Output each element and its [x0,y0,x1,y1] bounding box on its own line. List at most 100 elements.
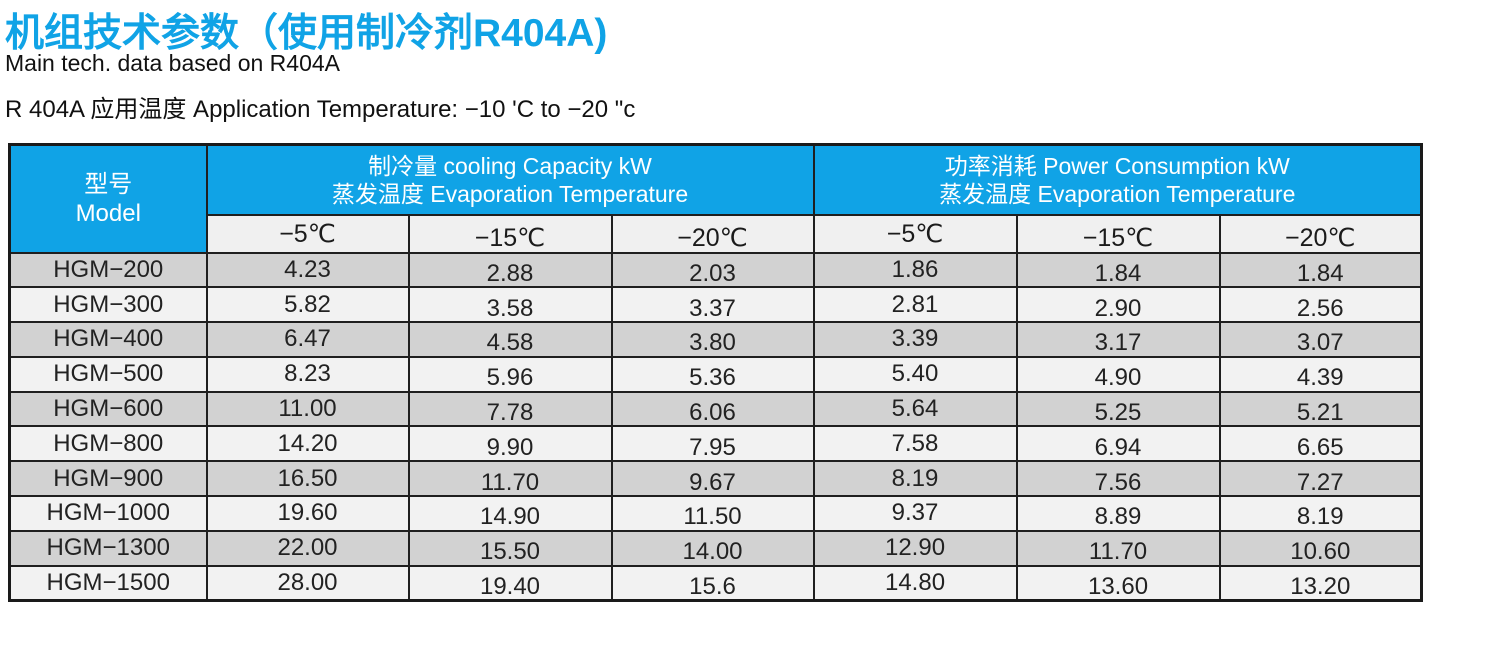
table-row: HGM−800 14.20 9.90 7.95 7.58 6.94 6.65 [8,425,1423,463]
value-cell: 11.70 [1015,529,1221,567]
cooling-capacity-group-header: 制冷量 cooling Capacity kW 蒸发温度 Evaporation… [205,143,815,216]
value-cell: 3.58 [407,286,613,324]
value-cell: 19.40 [407,564,613,602]
value-cell: 19.60 [205,495,410,532]
model-cell: HGM−1000 [8,495,208,532]
value-cell: 8.19 [812,460,1018,498]
value-cell: 5.64 [812,390,1018,428]
temp-col-header-power-minus15: −15℃ [1015,213,1221,254]
cooling-capacity-subtitle: 蒸发温度 Evaporation Temperature [331,180,689,207]
value-cell: 3.37 [610,286,815,324]
temp-col-header-cooling-minus20: −20℃ [610,213,815,254]
value-cell: 3.39 [812,321,1018,358]
value-cell: 16.50 [205,460,410,498]
value-cell: 6.06 [610,390,815,428]
value-cell: 1.86 [812,251,1018,289]
value-cell: 3.80 [610,321,815,358]
table-row: HGM−1500 28.00 19.40 15.6 14.80 13.60 13.20 [8,564,1423,602]
value-cell: 15.6 [610,564,815,602]
value-cell: 4.39 [1218,355,1423,393]
value-cell: 6.47 [205,321,410,358]
value-cell: 5.82 [205,286,410,324]
table-row: HGM−400 6.47 4.58 3.80 3.39 3.17 3.07 [8,321,1423,358]
value-cell: 7.58 [812,425,1018,463]
value-cell: 8.19 [1218,495,1423,532]
temperature-header-row: −5℃ −15℃ −20℃ −5℃ −15℃ −20℃ [10,213,1423,254]
model-cell: HGM−800 [8,425,208,463]
application-temperature-note: R 404A 应用温度 Application Temperature: −10… [5,96,636,123]
temp-col-header-power-minus5: −5℃ [812,213,1018,254]
value-cell: 12.90 [812,529,1018,567]
power-consumption-subtitle: 蒸发温度 Evaporation Temperature [939,180,1296,207]
value-cell: 9.90 [407,425,613,463]
value-cell: 6.94 [1015,425,1221,463]
value-cell: 1.84 [1015,251,1221,289]
value-cell: 10.60 [1218,529,1423,567]
value-cell: 1.84 [1218,251,1423,289]
power-consumption-title: 功率消耗 Power Consumption kW [944,152,1290,179]
tech-data-table: 型号 Model 制冷量 cooling Capacity kW 蒸发温度 Ev… [8,143,1424,602]
value-cell: 2.81 [812,286,1018,324]
value-cell: 13.60 [1015,564,1221,602]
value-cell: 5.36 [610,355,815,393]
value-cell: 5.40 [812,355,1018,393]
table-row: HGM−600 11.00 7.78 6.06 5.64 5.25 5.21 [8,390,1423,428]
model-cell: HGM−600 [8,390,208,428]
value-cell: 14.80 [812,564,1018,602]
value-cell: 14.90 [407,495,613,532]
value-cell: 7.27 [1218,460,1423,498]
value-cell: 3.17 [1015,321,1221,358]
value-cell: 4.23 [205,251,410,289]
value-cell: 8.89 [1015,495,1221,532]
table-row: HGM−900 16.50 11.70 9.67 8.19 7.56 7.27 [8,460,1423,498]
value-cell: 11.70 [407,460,613,498]
table-body: HGM−200 4.23 2.88 2.03 1.86 1.84 1.84 HGM−300 5.… [8,251,1423,602]
value-cell: 8.23 [205,355,410,393]
value-cell: 4.58 [407,321,613,358]
value-cell: 2.88 [407,251,613,289]
model-column-header-en: Model [75,199,141,227]
value-cell: 13.20 [1218,564,1423,602]
value-cell: 4.90 [1015,355,1221,393]
value-cell: 6.65 [1218,425,1423,463]
group-header-row: 型号 Model 制冷量 cooling Capacity kW 蒸发温度 Ev… [8,143,1423,254]
table-row: HGM−500 8.23 5.96 5.36 5.40 4.90 4.39 [8,355,1423,393]
model-cell: HGM−1500 [8,564,208,602]
temp-col-header-power-minus20: −20℃ [1218,213,1423,254]
value-cell: 2.03 [610,251,815,289]
value-cell: 28.00 [205,564,410,602]
model-cell: HGM−1300 [8,529,208,567]
value-cell: 22.00 [205,529,410,567]
model-cell: HGM−400 [8,321,208,358]
cooling-capacity-title: 制冷量 cooling Capacity kW [368,152,652,179]
value-cell: 5.21 [1218,390,1423,428]
value-cell: 14.20 [205,425,410,463]
value-cell: 5.25 [1015,390,1221,428]
value-cell: 9.67 [610,460,815,498]
model-cell: HGM−300 [8,286,208,324]
page-title: 机组技术参数（使用制冷剂R404A) [5,12,608,55]
value-cell: 15.50 [407,529,613,567]
power-consumption-group-header: 功率消耗 Power Consumption kW 蒸发温度 Evaporati… [812,143,1423,216]
page-subtitle: Main tech. data based on R404A [5,50,341,76]
model-column-header: 型号 Model [8,143,208,254]
value-cell: 2.90 [1015,286,1221,324]
temp-col-header-cooling-minus5: −5℃ [205,213,410,254]
value-cell: 7.56 [1015,460,1221,498]
table-row: HGM−200 4.23 2.88 2.03 1.86 1.84 1.84 [8,251,1423,289]
table-row: HGM−1300 22.00 15.50 14.00 12.90 11.70 10.60 [8,529,1423,567]
value-cell: 7.78 [407,390,613,428]
model-cell: HGM−500 [8,355,208,393]
value-cell: 3.07 [1218,321,1423,358]
value-cell: 11.50 [610,495,815,532]
value-cell: 2.56 [1218,286,1423,324]
value-cell: 5.96 [407,355,613,393]
table-row: HGM−1000 19.60 14.90 11.50 9.37 8.89 8.19 [8,495,1423,532]
value-cell: 9.37 [812,495,1018,532]
value-cell: 7.95 [610,425,815,463]
model-cell: HGM−900 [8,460,208,498]
value-cell: 11.00 [205,390,410,428]
model-cell: HGM−200 [8,251,208,289]
value-cell: 14.00 [610,529,815,567]
